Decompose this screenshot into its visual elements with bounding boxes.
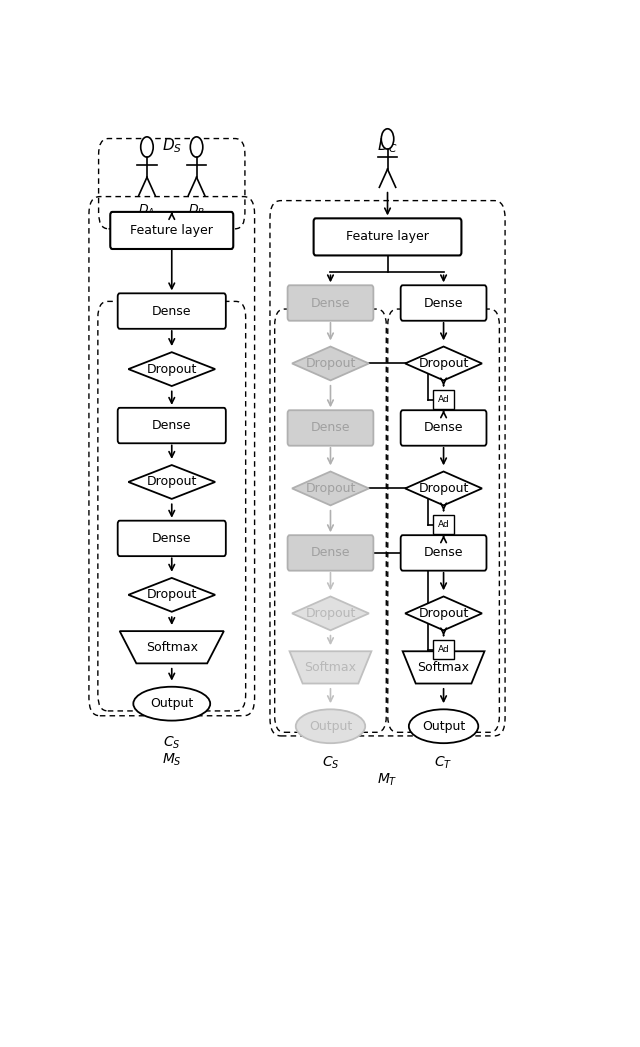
Ellipse shape xyxy=(409,709,478,743)
Polygon shape xyxy=(120,631,224,664)
FancyBboxPatch shape xyxy=(433,391,454,409)
FancyBboxPatch shape xyxy=(287,410,373,446)
FancyBboxPatch shape xyxy=(433,515,454,534)
FancyBboxPatch shape xyxy=(110,211,233,249)
Text: Dense: Dense xyxy=(424,296,463,310)
Text: Dropout: Dropout xyxy=(305,607,356,620)
FancyBboxPatch shape xyxy=(118,293,226,329)
Text: Feature layer: Feature layer xyxy=(131,224,213,237)
Circle shape xyxy=(190,137,203,157)
Text: $C_S$: $C_S$ xyxy=(322,754,339,771)
Text: Softmax: Softmax xyxy=(417,661,470,674)
FancyBboxPatch shape xyxy=(118,520,226,556)
Text: Dropout: Dropout xyxy=(147,475,197,489)
FancyBboxPatch shape xyxy=(401,410,486,446)
Polygon shape xyxy=(129,352,215,386)
Text: Dropout: Dropout xyxy=(419,607,468,620)
Text: Dropout: Dropout xyxy=(147,588,197,601)
Text: Feature layer: Feature layer xyxy=(346,230,429,243)
Text: $D_B$: $D_B$ xyxy=(188,203,205,218)
Circle shape xyxy=(141,137,153,157)
FancyBboxPatch shape xyxy=(118,408,226,443)
FancyBboxPatch shape xyxy=(401,535,486,571)
Text: Dropout: Dropout xyxy=(419,482,468,495)
Text: Softmax: Softmax xyxy=(146,641,198,653)
FancyBboxPatch shape xyxy=(433,640,454,660)
Polygon shape xyxy=(292,597,369,630)
Polygon shape xyxy=(289,651,371,684)
Text: Dense: Dense xyxy=(424,547,463,559)
Ellipse shape xyxy=(296,709,365,743)
Text: Dense: Dense xyxy=(311,296,350,310)
Text: $D_A$: $D_A$ xyxy=(138,203,156,218)
Text: Dropout: Dropout xyxy=(305,357,356,370)
Text: Dense: Dense xyxy=(152,305,191,317)
Text: $D_C$: $D_C$ xyxy=(377,136,398,155)
Text: Ad: Ad xyxy=(438,645,449,654)
FancyBboxPatch shape xyxy=(287,285,373,320)
Polygon shape xyxy=(405,597,482,630)
Text: Dropout: Dropout xyxy=(419,357,468,370)
Text: Dropout: Dropout xyxy=(305,482,356,495)
Polygon shape xyxy=(292,347,369,380)
Text: Output: Output xyxy=(309,719,352,733)
FancyBboxPatch shape xyxy=(401,285,486,320)
Polygon shape xyxy=(403,651,484,684)
Text: Dense: Dense xyxy=(424,422,463,435)
Text: Dense: Dense xyxy=(311,547,350,559)
Text: Dense: Dense xyxy=(311,422,350,435)
Text: Ad: Ad xyxy=(438,520,449,529)
Polygon shape xyxy=(405,471,482,506)
Text: $D_S$: $D_S$ xyxy=(162,136,182,155)
Text: Output: Output xyxy=(150,697,193,710)
Text: $C_T$: $C_T$ xyxy=(435,754,452,771)
Text: Softmax: Softmax xyxy=(305,661,356,674)
Text: $M_T$: $M_T$ xyxy=(377,772,398,788)
Text: $C_S$: $C_S$ xyxy=(163,734,180,751)
Polygon shape xyxy=(129,578,215,611)
FancyBboxPatch shape xyxy=(314,219,461,255)
Circle shape xyxy=(381,129,394,149)
Text: Dense: Dense xyxy=(152,532,191,544)
Polygon shape xyxy=(292,471,369,506)
FancyBboxPatch shape xyxy=(287,535,373,571)
Ellipse shape xyxy=(133,687,210,720)
Text: Ad: Ad xyxy=(438,396,449,404)
Polygon shape xyxy=(405,347,482,380)
Text: Dropout: Dropout xyxy=(147,362,197,376)
Text: $M_S$: $M_S$ xyxy=(162,752,182,768)
Text: Output: Output xyxy=(422,719,465,733)
Text: Dense: Dense xyxy=(152,419,191,432)
Polygon shape xyxy=(129,465,215,499)
